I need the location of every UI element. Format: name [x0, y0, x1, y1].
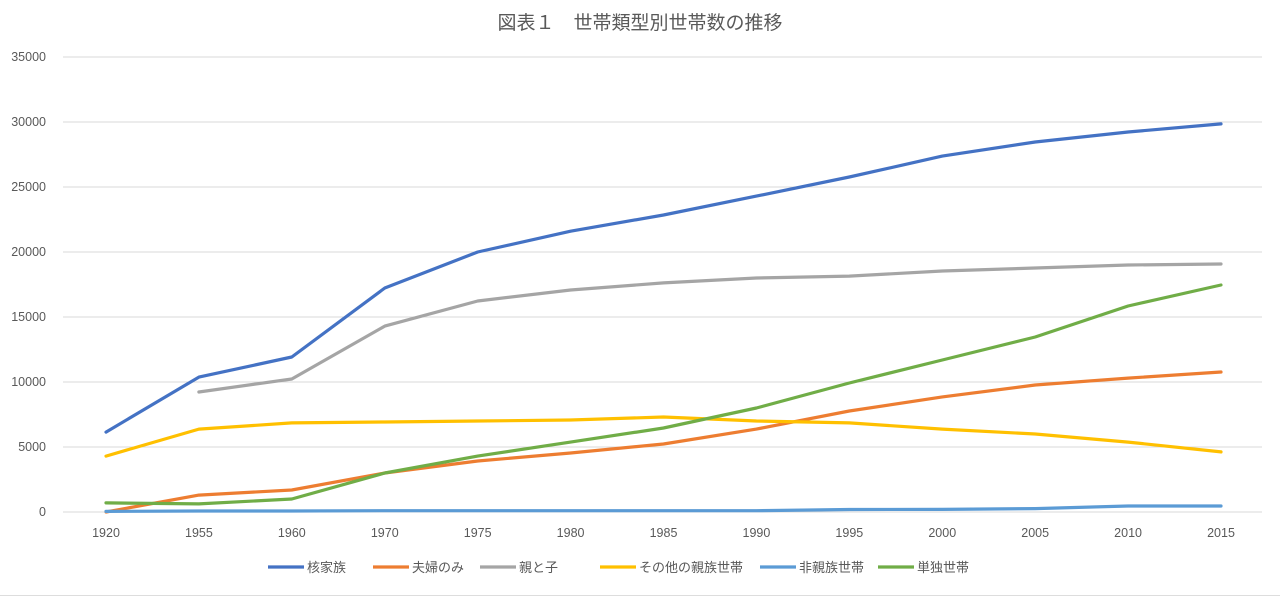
y-tick-label: 0	[39, 505, 46, 519]
series-line-0	[104, 122, 1223, 434]
x-tick-label: 1970	[371, 526, 399, 540]
x-tick-label: 1960	[278, 526, 306, 540]
x-tick-label: 2000	[928, 526, 956, 540]
series-line-2	[197, 262, 1223, 394]
x-tick-label: 1955	[185, 526, 213, 540]
x-tick-label: 1920	[92, 526, 120, 540]
chart-title: 図表１ 世帯類型別世帯数の推移	[497, 12, 783, 34]
series-line-4	[104, 504, 1223, 513]
x-tick-label: 1985	[650, 526, 678, 540]
legend-label: 非親族世帯	[799, 560, 864, 576]
x-tick-label: 2015	[1207, 526, 1235, 540]
divider	[0, 595, 1280, 596]
x-tick-label: 1990	[743, 526, 771, 540]
y-tick-label: 35000	[11, 50, 46, 64]
y-tick-label: 20000	[11, 245, 46, 259]
legend-label: 親と子	[519, 561, 558, 576]
legend-label: 核家族	[307, 560, 346, 576]
series-line-3	[104, 415, 1223, 458]
legend-label: その他の親族世帯	[639, 560, 743, 576]
x-tick-label: 1975	[464, 526, 492, 540]
series-line-5	[104, 283, 1223, 506]
legend-label: 夫婦のみ	[412, 560, 464, 576]
y-tick-label: 30000	[11, 115, 46, 129]
y-tick-label: 25000	[11, 180, 46, 194]
legend-label: 単独世帯	[917, 560, 969, 576]
y-tick-label: 10000	[11, 375, 46, 389]
x-tick-label: 2005	[1021, 526, 1049, 540]
x-tick-label: 1980	[557, 526, 585, 540]
x-tick-label: 2010	[1114, 526, 1142, 540]
y-tick-label: 5000	[18, 440, 46, 454]
series-line-1	[104, 370, 1223, 514]
y-tick-label: 15000	[11, 310, 46, 324]
x-tick-label: 1995	[835, 526, 863, 540]
